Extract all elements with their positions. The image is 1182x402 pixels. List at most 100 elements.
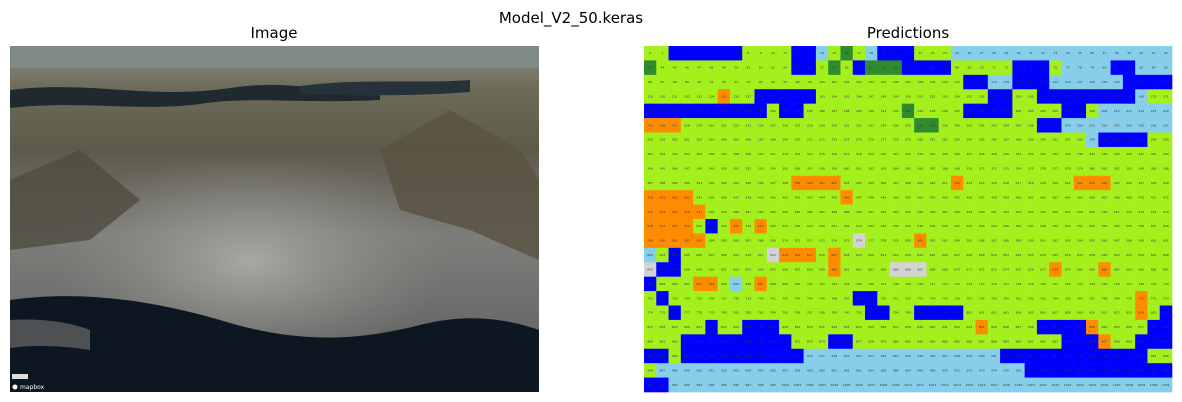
- cell-label: 610: [746, 253, 752, 257]
- prediction-cell: [705, 319, 718, 335]
- prediction-cell: [815, 103, 829, 119]
- prediction-cell: [1122, 291, 1136, 306]
- cell-label: 870: [770, 340, 776, 344]
- prediction-cell: [668, 305, 682, 321]
- cell-label: 651: [721, 267, 727, 271]
- cell-label: 596: [1102, 239, 1108, 243]
- prediction-cell: [1073, 146, 1087, 162]
- prediction-cell: [1024, 161, 1038, 177]
- prediction-cell: [1086, 348, 1099, 364]
- cell-label: 656: [782, 267, 788, 271]
- cell-label: 255: [1138, 123, 1144, 127]
- cell-label: 364: [893, 167, 899, 171]
- prediction-cell: [766, 118, 780, 133]
- prediction-cell: [852, 161, 866, 177]
- cell-label: 649: [696, 267, 702, 271]
- prediction-cell: [791, 161, 804, 177]
- prediction-cell: [926, 348, 939, 364]
- prediction-cell: [950, 334, 964, 350]
- cell-label: 466: [1089, 195, 1095, 199]
- prediction-cell: [963, 74, 976, 90]
- cell-label: 913: [770, 354, 776, 358]
- cell-label: 595: [1089, 239, 1095, 243]
- cell-label: 276: [868, 138, 874, 142]
- cell-label: 360: [844, 167, 850, 171]
- cell-label: 10: [771, 51, 775, 55]
- cell-label: 393: [721, 181, 727, 185]
- prediction-cell: [766, 305, 780, 321]
- prediction-cell: [1122, 334, 1136, 350]
- cell-label: 98: [796, 80, 800, 84]
- cell-label: 284: [967, 138, 973, 142]
- cell-label: 429: [1163, 181, 1169, 185]
- prediction-cell: [865, 103, 878, 119]
- cell-label: 260: [672, 138, 678, 142]
- cell-label: 566: [733, 239, 739, 243]
- prediction-cell: [1012, 190, 1025, 205]
- prediction-cell: [754, 175, 768, 191]
- prediction-cell: [1135, 319, 1148, 335]
- prediction-cell: [693, 348, 706, 364]
- cell-label: 631: [1003, 253, 1009, 257]
- prediction-cell: [644, 60, 657, 76]
- cell-label: 505: [1040, 210, 1046, 214]
- cell-label: 668: [930, 267, 936, 271]
- prediction-cell: [840, 132, 854, 148]
- prediction-cell: [901, 233, 915, 249]
- cell-label: 758: [979, 296, 985, 300]
- prediction-cell: [705, 74, 718, 90]
- cell-label: 635: [1052, 253, 1058, 257]
- prediction-cell: [815, 175, 829, 191]
- cell-label: 625: [930, 253, 936, 257]
- prediction-cell: [1086, 103, 1099, 119]
- cell-label: 1022: [1052, 383, 1060, 387]
- cell-label: 308: [733, 152, 739, 156]
- prediction-cell: [742, 262, 755, 277]
- prediction-cell: [901, 276, 915, 292]
- prediction-cell: [1061, 89, 1075, 104]
- prediction-cell: [668, 204, 682, 220]
- cell-label: 35: [1078, 51, 1082, 55]
- prediction-cell: [693, 377, 706, 393]
- prediction-cell: [754, 146, 768, 162]
- prediction-cell: [656, 377, 669, 393]
- cell-label: 1002: [806, 383, 814, 387]
- prediction-cell: [1098, 146, 1111, 162]
- cell-label: 104: [868, 80, 874, 84]
- cell-label: 1020: [1027, 383, 1035, 387]
- cell-label: 46: [685, 66, 689, 70]
- prediction-cell: [840, 190, 854, 205]
- prediction-cell: [1061, 219, 1075, 234]
- prediction-cell: [791, 146, 804, 162]
- prediction-cell: [705, 132, 718, 148]
- cell-label: 924: [905, 354, 911, 358]
- cell-label: 646: [660, 267, 666, 271]
- cell-label: 694: [721, 282, 727, 286]
- cell-label: 120: [1065, 80, 1071, 84]
- cell-label: 909: [721, 354, 727, 358]
- cell-label: 493: [893, 210, 899, 214]
- prediction-cell: [1098, 276, 1111, 292]
- prediction-cell: [779, 161, 792, 177]
- cell-label: 714: [967, 282, 973, 286]
- cell-label: 173: [660, 109, 666, 113]
- prediction-cell: [1012, 60, 1025, 76]
- prediction-cell: [717, 262, 731, 277]
- cell-label: 771: [1138, 296, 1144, 300]
- prediction-cell: [754, 291, 768, 306]
- cell-label: 15: [832, 51, 836, 55]
- prediction-cell: [754, 74, 768, 90]
- prediction-cell: [644, 276, 657, 292]
- cell-label: 370: [967, 167, 973, 171]
- prediction-cell: [938, 190, 952, 205]
- prediction-cell: [680, 219, 694, 234]
- prediction-cell: [754, 305, 768, 321]
- cell-label: 311: [770, 152, 776, 156]
- prediction-cell: [1073, 276, 1087, 292]
- prediction-cell: [680, 204, 694, 220]
- prediction-cell: [938, 60, 952, 76]
- cell-label: 398: [782, 181, 788, 185]
- prediction-cell: [742, 363, 755, 378]
- cell-label: 883: [930, 340, 936, 344]
- cell-label: 21: [906, 51, 910, 55]
